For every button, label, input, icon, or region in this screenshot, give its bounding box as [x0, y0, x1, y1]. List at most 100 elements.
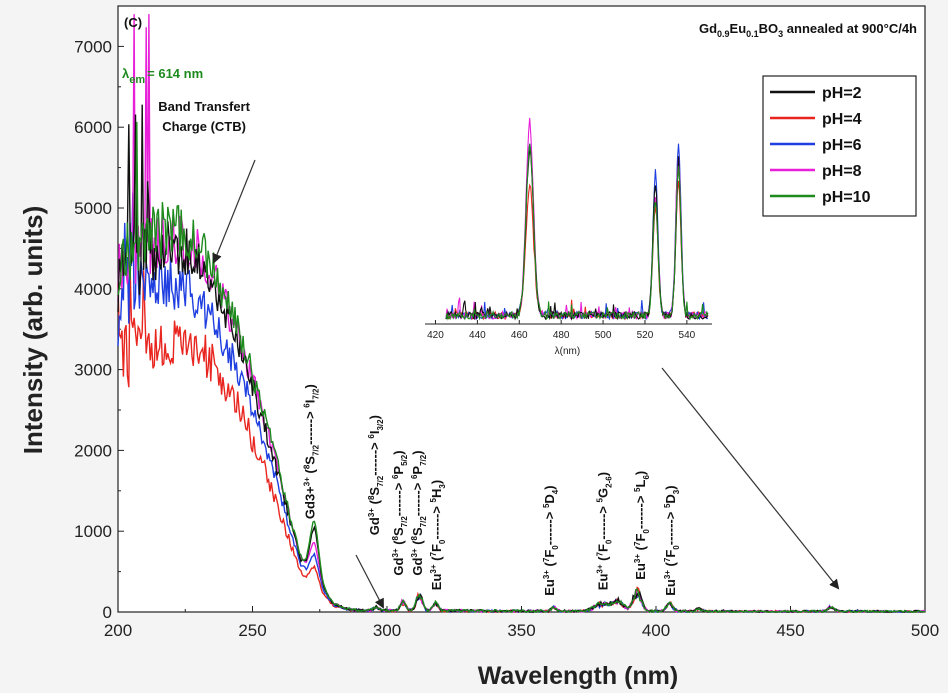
annotation-part: )	[391, 450, 406, 454]
annotation-part: )	[633, 471, 648, 475]
inset-chart: 420 440 460 480 500 520 540 λ(nm)	[425, 117, 712, 357]
annotation-part: 3+	[367, 508, 376, 517]
legend-label: pH=8	[822, 163, 862, 180]
legend: pH=2 pH=4 pH=6 pH=8 pH=10	[762, 75, 917, 217]
annotation-part: 7/2	[311, 388, 320, 400]
annotation-part: P	[410, 466, 425, 475]
series-line-pH-10	[117, 121, 926, 614]
annotation-part: Eu	[596, 574, 611, 591]
title-sub-bo: 3	[778, 29, 783, 39]
inset-series-pH-10	[445, 143, 709, 321]
x-tick-label: 450	[776, 621, 804, 640]
annotation-part: 7	[663, 557, 672, 562]
y-tick-label: 6000	[74, 118, 112, 137]
annotation-part: G	[596, 488, 611, 498]
annotation-part: (	[663, 561, 678, 570]
title-sub-eu: 0.1	[746, 29, 759, 39]
annotation-part: L	[633, 479, 648, 487]
annotation-part: )	[542, 485, 557, 489]
annotation-part: )	[429, 480, 444, 484]
inset-x-tick-label: 480	[553, 330, 570, 341]
inset-x-tick-label: 520	[637, 330, 654, 341]
annotation-part: 7/2	[311, 444, 320, 456]
inset-arrow	[661, 367, 840, 590]
x-tick-label: 200	[104, 621, 132, 640]
y-tick-label: 7000	[74, 37, 112, 56]
annotation-part: 3+	[410, 548, 419, 557]
annotation-part: P	[391, 466, 406, 475]
annotation-part: (	[596, 556, 611, 565]
annotation-part: 6	[367, 434, 376, 439]
panel-label: (C)	[124, 15, 142, 30]
annotation-part: 7	[429, 551, 438, 556]
annotation-part: 0	[551, 545, 560, 550]
annotation-part: 6	[642, 475, 651, 480]
x-tick-label: 300	[373, 621, 401, 640]
title-gd: Gd	[699, 21, 717, 36]
series-lines	[117, 14, 926, 614]
x-tick-label: 400	[642, 621, 670, 640]
annotation-part: )	[596, 472, 611, 476]
inset-x-label: λ(nm)	[555, 346, 581, 357]
annotation-part: 0	[672, 545, 681, 550]
annotation-part: I	[302, 400, 317, 404]
ctb-arrow	[212, 159, 256, 264]
lambda-value: = 614 nm	[147, 66, 203, 81]
annotation-part: 7/2	[419, 454, 428, 466]
annotation-part: (	[410, 540, 425, 549]
gd-arrow	[355, 554, 384, 609]
legend-label: pH=6	[822, 137, 862, 154]
annotation-part: Gd	[410, 557, 425, 575]
annotation-part: 7	[542, 557, 551, 562]
annotation-part: F	[542, 550, 557, 558]
annotation-part: I	[367, 431, 382, 435]
annotation-part: (	[542, 561, 557, 570]
y-axis-title: Intensity (arb. units)	[18, 206, 48, 454]
annotation-part: 3+	[596, 564, 605, 573]
annotation-part: 5	[429, 497, 438, 502]
annotation-part: 0	[642, 529, 651, 534]
y-tick-label: 5000	[74, 199, 112, 218]
annotation-part: (	[633, 545, 648, 554]
annotation-part: )	[302, 384, 317, 388]
annotation-gd-6i32: Gd3+ (8S7/2------> 6I3/2)	[367, 415, 385, 535]
annotation-part: ------>	[367, 439, 382, 476]
annotation-eu-5d3: Eu3+ (7F0------> 5D3)	[663, 485, 681, 595]
annotation-part: 0	[438, 539, 447, 544]
legend-box	[762, 75, 917, 217]
annotation-part: S	[410, 527, 425, 536]
x-axis: 200 250 300 350 400 450 500	[104, 606, 939, 640]
annotation-part: 7	[596, 551, 605, 556]
annotation-part: )	[367, 415, 382, 419]
y-tick-label: 0	[103, 603, 112, 622]
annotation-eu-5h3: Eu3+ (7F0------> 5H3)	[429, 480, 447, 590]
annotation-part: ------>	[429, 502, 444, 539]
annotation-part: F	[663, 550, 678, 558]
annotation-eu-5g: Eu3+ (7F0------> 5G2-6)	[596, 472, 614, 590]
annotation-part: 5	[542, 503, 551, 508]
inset-series-pH-8	[445, 117, 709, 321]
title-sub-gd: 0.9	[717, 29, 730, 39]
inset-x-tick-label: 460	[511, 330, 528, 341]
annotation-part: 3+	[302, 477, 311, 486]
annotation-part: 8	[391, 535, 400, 540]
inset-x-tick-label: 420	[427, 330, 444, 341]
annotation-part: 7/2	[419, 516, 428, 528]
annotation-part: 5	[633, 487, 642, 492]
y-tick-label: 3000	[74, 361, 112, 380]
annotation-part: (	[302, 468, 317, 477]
annotation-part: 8	[367, 495, 376, 500]
annotation-part: 3	[672, 489, 681, 494]
annotation-part: D	[542, 494, 557, 503]
annotation-part: F	[633, 534, 648, 542]
annotation-eu-5l6: Eu3+ (7F0------> 5L6)	[633, 471, 651, 580]
annotation-part: 5/2	[400, 454, 409, 466]
annotation-part: Gd	[391, 557, 406, 575]
annotation-part: S	[367, 487, 382, 496]
lambda-em-label: λem = 614 nm	[122, 66, 203, 86]
inset-x-tick-label: 500	[595, 330, 612, 341]
x-tick-label: 350	[507, 621, 535, 640]
annotation-part: 3+	[429, 564, 438, 573]
